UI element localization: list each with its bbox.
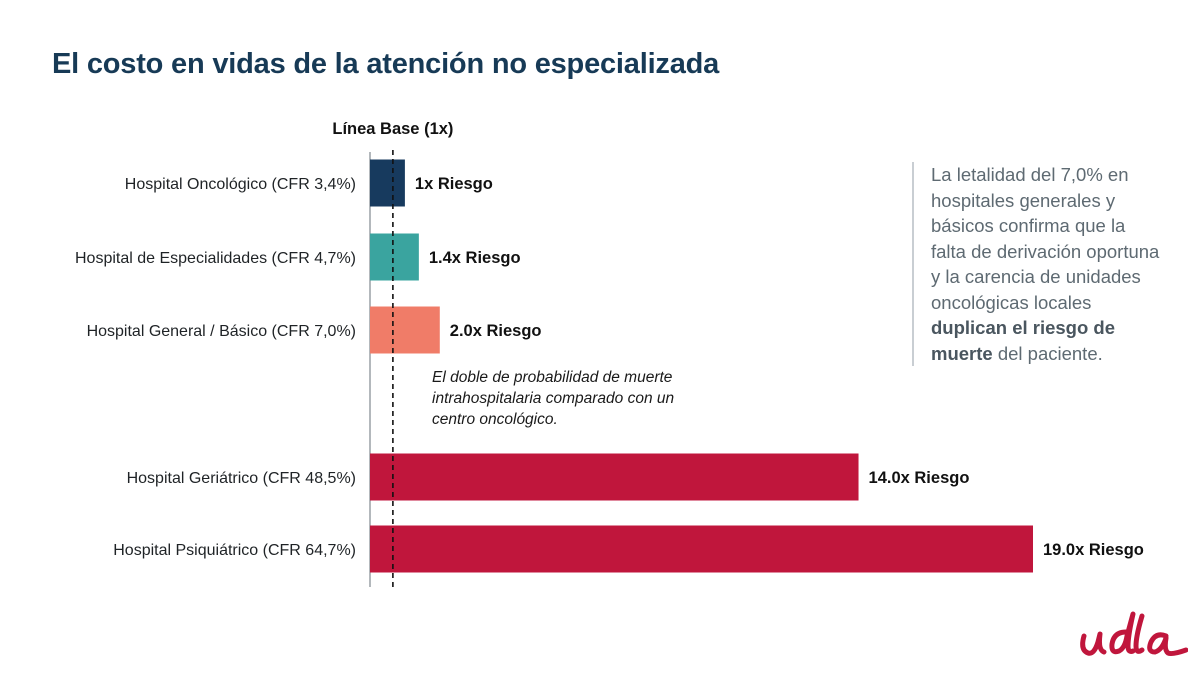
category-label: Hospital de Especialidades (CFR 4,7%) (75, 250, 356, 267)
value-label: 19.0x Riesgo (1043, 541, 1144, 559)
bar (370, 306, 440, 354)
baseline-label: Línea Base (1x) (332, 120, 453, 138)
annotation-line: El doble de probabilidad de muerte (432, 369, 673, 386)
category-label: Hospital General / Básico (CFR 7,0%) (87, 323, 356, 340)
side-note-text-end: del paciente. (992, 342, 1103, 364)
bar (370, 233, 419, 281)
side-note: La letalidad del 7,0% en hospitales gene… (912, 162, 1163, 366)
bar (370, 453, 859, 501)
category-label: Hospital Oncológico (CFR 3,4%) (125, 176, 356, 193)
udla-logo (1080, 611, 1188, 657)
annotation-line: centro oncológico. (432, 411, 558, 428)
value-label: 1x Riesgo (415, 175, 493, 193)
bar (370, 525, 1033, 573)
page-title: El costo en vidas de la atención no espe… (52, 48, 720, 80)
category-label: Hospital Geriátrico (CFR 48,5%) (127, 470, 356, 487)
value-label: 1.4x Riesgo (429, 249, 521, 267)
side-note-highlight: duplican el riesgo de muerte (931, 317, 1116, 364)
annotation-line: intrahospitalaria comparado con un (432, 390, 674, 407)
category-label: Hospital Psiquiátrico (CFR 64,7%) (113, 542, 356, 559)
value-label: 14.0x Riesgo (869, 469, 970, 487)
bar (370, 159, 405, 207)
value-label: 2.0x Riesgo (450, 322, 542, 340)
side-note-text: La letalidad del 7,0% en hospitales gene… (931, 164, 1160, 313)
